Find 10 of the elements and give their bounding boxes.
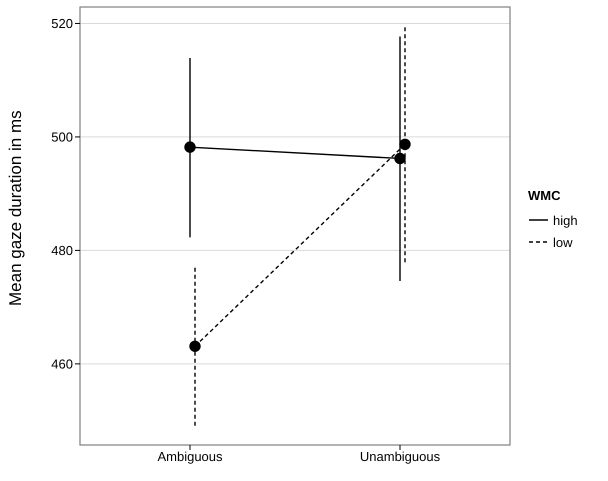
y-tick-label: 480 (51, 243, 73, 258)
y-tick-label: 460 (51, 356, 73, 372)
legend-label: low (553, 234, 573, 250)
y-tick-label: 500 (51, 130, 73, 145)
y-tick-label: 520 (51, 16, 73, 32)
x-tick-label: Ambiguous (157, 449, 224, 464)
legend-title: WMC (528, 188, 562, 203)
legend-label: high (553, 212, 578, 228)
y-axis-title: Mean gaze duration in ms (6, 110, 26, 306)
x-tick-label: Unambiguous (360, 449, 441, 464)
